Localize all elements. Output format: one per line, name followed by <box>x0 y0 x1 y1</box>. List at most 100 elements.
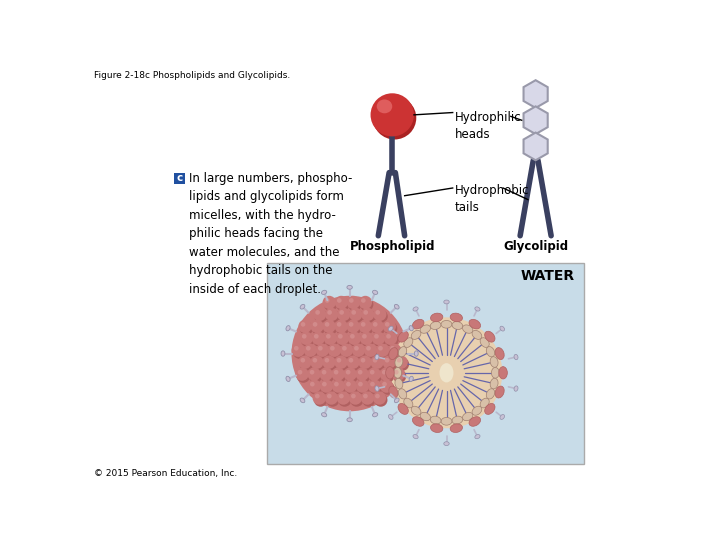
Circle shape <box>300 332 313 345</box>
Circle shape <box>373 308 387 321</box>
Circle shape <box>317 346 330 359</box>
Circle shape <box>342 346 347 350</box>
Circle shape <box>370 382 375 387</box>
Circle shape <box>312 332 325 345</box>
Circle shape <box>345 381 359 395</box>
Circle shape <box>324 332 337 345</box>
Circle shape <box>351 394 356 399</box>
Ellipse shape <box>375 386 379 391</box>
Circle shape <box>371 320 384 333</box>
Ellipse shape <box>514 386 518 391</box>
Circle shape <box>393 369 406 383</box>
Circle shape <box>348 322 361 335</box>
Ellipse shape <box>475 307 480 311</box>
Ellipse shape <box>411 330 421 339</box>
Circle shape <box>361 308 374 321</box>
Ellipse shape <box>472 406 482 415</box>
Circle shape <box>348 322 354 327</box>
Circle shape <box>356 380 369 393</box>
Ellipse shape <box>413 417 424 426</box>
Ellipse shape <box>404 338 413 347</box>
Circle shape <box>376 343 390 357</box>
Circle shape <box>312 357 325 371</box>
Ellipse shape <box>441 417 452 425</box>
Circle shape <box>348 357 361 371</box>
Circle shape <box>292 296 408 411</box>
Ellipse shape <box>281 351 285 356</box>
Circle shape <box>301 334 315 347</box>
Circle shape <box>300 322 313 335</box>
Circle shape <box>315 343 329 357</box>
Ellipse shape <box>439 363 454 382</box>
FancyBboxPatch shape <box>174 173 185 184</box>
Circle shape <box>333 369 346 383</box>
Ellipse shape <box>300 305 305 309</box>
Circle shape <box>372 322 385 335</box>
Circle shape <box>323 320 336 333</box>
Circle shape <box>323 357 337 371</box>
Circle shape <box>356 368 369 381</box>
Circle shape <box>370 355 384 369</box>
Circle shape <box>323 296 336 309</box>
Ellipse shape <box>480 398 489 408</box>
Circle shape <box>359 296 372 309</box>
Ellipse shape <box>514 354 518 360</box>
Text: Hydrophilic
heads: Hydrophilic heads <box>455 111 522 141</box>
Circle shape <box>292 343 305 357</box>
Circle shape <box>360 357 373 371</box>
Circle shape <box>336 298 349 311</box>
Ellipse shape <box>398 403 408 414</box>
Circle shape <box>335 320 348 333</box>
Ellipse shape <box>395 398 399 403</box>
Circle shape <box>357 381 371 395</box>
Circle shape <box>361 298 366 303</box>
Ellipse shape <box>389 348 398 360</box>
Circle shape <box>302 334 307 339</box>
Circle shape <box>300 357 313 371</box>
Circle shape <box>309 369 322 383</box>
Circle shape <box>377 346 390 359</box>
Circle shape <box>360 298 374 311</box>
Circle shape <box>297 370 302 375</box>
Ellipse shape <box>431 424 443 433</box>
Text: Figure 2-18c Phospholipids and Glycolipids.: Figure 2-18c Phospholipids and Glycolipi… <box>94 71 290 80</box>
Ellipse shape <box>485 331 495 342</box>
Circle shape <box>310 355 323 369</box>
Ellipse shape <box>462 413 473 421</box>
Circle shape <box>375 394 379 399</box>
Circle shape <box>394 370 399 375</box>
Circle shape <box>381 369 395 383</box>
Circle shape <box>360 332 373 345</box>
Circle shape <box>392 368 405 381</box>
Circle shape <box>335 296 348 309</box>
Ellipse shape <box>414 351 418 356</box>
Circle shape <box>326 334 330 339</box>
Circle shape <box>345 369 358 383</box>
Circle shape <box>373 322 377 327</box>
Circle shape <box>350 394 364 407</box>
Circle shape <box>325 334 338 347</box>
Circle shape <box>391 318 503 428</box>
Text: Phospholipid: Phospholipid <box>349 240 435 253</box>
Circle shape <box>312 358 318 362</box>
Circle shape <box>373 358 377 362</box>
Ellipse shape <box>469 319 480 329</box>
Circle shape <box>374 310 388 323</box>
Circle shape <box>348 392 362 404</box>
Circle shape <box>382 355 396 369</box>
Ellipse shape <box>486 347 495 357</box>
Circle shape <box>336 357 349 371</box>
Circle shape <box>314 310 328 323</box>
Circle shape <box>366 346 371 350</box>
Circle shape <box>320 369 334 383</box>
Ellipse shape <box>413 319 424 329</box>
Circle shape <box>346 296 360 309</box>
Ellipse shape <box>373 96 416 139</box>
Circle shape <box>333 381 346 395</box>
Circle shape <box>322 370 326 375</box>
Circle shape <box>312 322 325 335</box>
Ellipse shape <box>413 435 418 438</box>
Ellipse shape <box>490 357 498 367</box>
Circle shape <box>372 357 385 371</box>
Circle shape <box>346 370 351 375</box>
